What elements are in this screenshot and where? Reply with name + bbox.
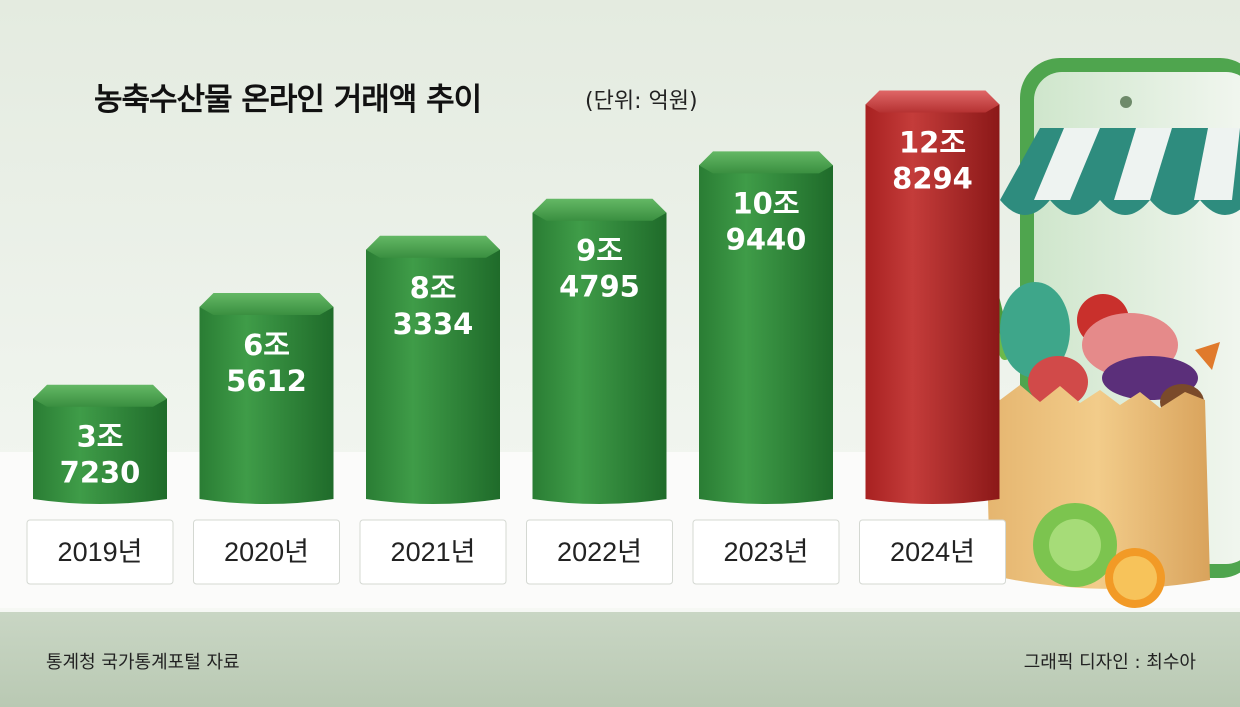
year-box — [359, 519, 507, 585]
chart-title: 농축수산물 온라인 거래액 추이 — [94, 82, 482, 118]
chart-unit: (단위: 억원) — [585, 89, 698, 114]
year-box — [193, 519, 340, 585]
year-text: 2023년 — [724, 537, 809, 567]
bar-top — [199, 293, 334, 316]
year-label-1: 2020년 — [193, 519, 340, 585]
bar-value-label-line1: 10조 — [732, 186, 799, 220]
bar-body — [699, 155, 833, 504]
year-text: 2022년 — [557, 537, 642, 567]
bar-top — [865, 90, 1000, 113]
bar-body — [532, 202, 667, 504]
year-text: 2020년 — [224, 537, 309, 567]
shopping-illustration — [960, 58, 1240, 608]
bar-value-label-line2: 7230 — [60, 456, 141, 490]
bar-body — [865, 94, 1000, 505]
year-box — [526, 519, 673, 585]
year-box — [859, 519, 1006, 585]
bar-value-label-line1: 12조 — [899, 126, 966, 160]
bar-value-label-line2: 8294 — [892, 162, 973, 196]
year-text: 2019년 — [58, 537, 143, 567]
bar-value-label-line2: 3334 — [393, 307, 474, 341]
year-label-4: 2023년 — [692, 519, 840, 585]
bar-top — [532, 198, 667, 221]
bar-value-label-line2: 4795 — [559, 270, 640, 304]
year-text: 2021년 — [391, 537, 476, 567]
bar-body — [366, 239, 500, 504]
year-label-2: 2021년 — [359, 519, 507, 585]
bar-top — [366, 235, 500, 258]
year-box — [692, 519, 840, 585]
bar-value-label-line2: 9440 — [726, 222, 807, 256]
source-note: 통계청 국가통계포털 자료 — [46, 652, 240, 673]
bar-top — [33, 384, 167, 407]
bar-value-label-line1: 6조 — [243, 328, 290, 362]
bar-value-label-line2: 5612 — [226, 364, 307, 398]
year-label-3: 2022년 — [526, 519, 673, 585]
grocery-bag-icon — [985, 385, 1210, 608]
bar-value-label-line1: 3조 — [77, 420, 124, 454]
bar-body — [33, 388, 167, 504]
bar-value-label-line1: 9조 — [576, 234, 623, 268]
year-text: 2024년 — [890, 537, 975, 567]
year-labels-group: 2019년 2020년 2021년 2022년 2023년 2024년 — [26, 519, 1006, 585]
year-label-5: 2024년 — [859, 519, 1006, 585]
bar-value-label-line1: 8조 — [410, 271, 457, 305]
credit-note: 그래픽 디자인 : 최수아 — [1023, 652, 1196, 673]
bar-body — [199, 297, 334, 504]
year-label-0: 2019년 — [26, 519, 174, 585]
year-box — [26, 519, 174, 585]
awning-icon — [1000, 128, 1240, 215]
footer-band — [0, 612, 1240, 707]
bar-top — [699, 151, 833, 174]
